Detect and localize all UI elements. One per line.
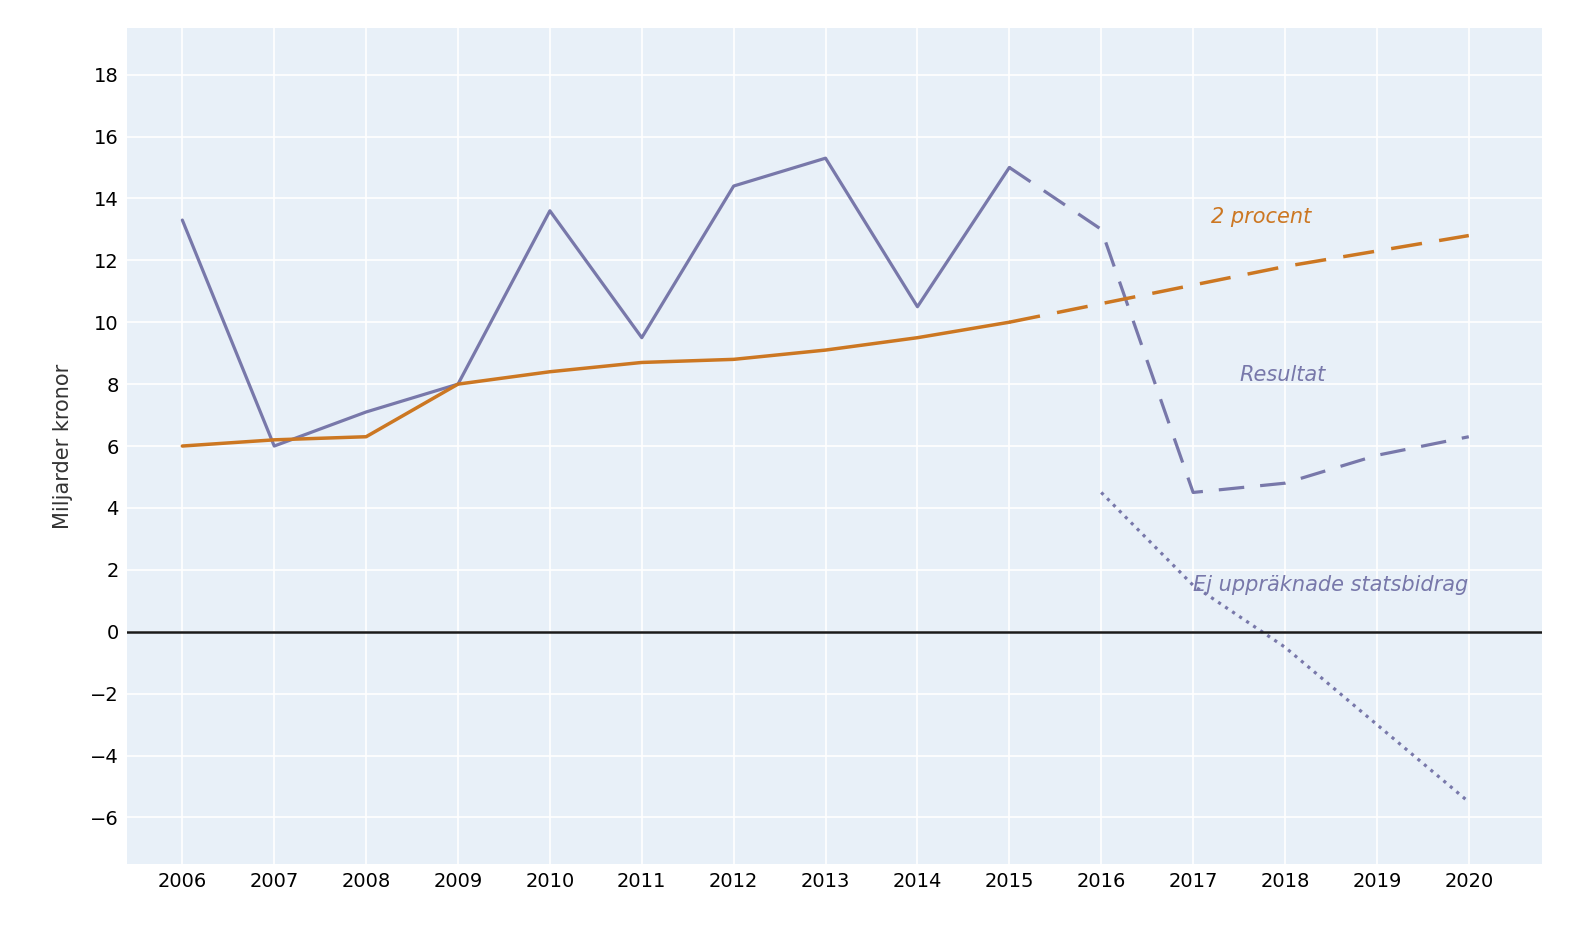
Y-axis label: Miljarder kronor: Miljarder kronor [54,363,73,529]
Text: Resultat: Resultat [1239,365,1326,385]
Text: Ej uppräknade statsbidrag: Ej uppräknade statsbidrag [1192,576,1469,595]
Text: 2 procent: 2 procent [1212,207,1312,227]
